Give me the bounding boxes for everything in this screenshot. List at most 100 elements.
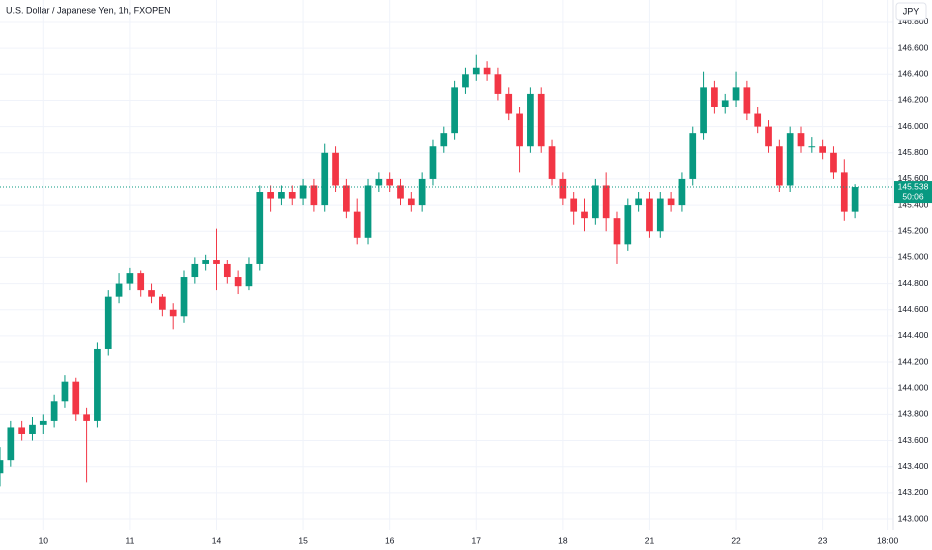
candle-body [667, 198, 675, 206]
candle-body [527, 93, 534, 147]
candle-body [483, 67, 491, 75]
x-tick-label: 18 [558, 535, 568, 545]
candle-body [310, 185, 318, 206]
candle-body [148, 290, 155, 297]
currency-label[interactable]: JPY [903, 6, 920, 16]
candle-body [72, 381, 80, 415]
grid [0, 0, 893, 530]
candle-body [29, 424, 36, 434]
candle-body [321, 152, 329, 206]
candle-body [94, 348, 101, 421]
candle-body [591, 185, 599, 219]
candle-body [202, 260, 210, 264]
y-tick-label: 144.800 [898, 278, 929, 288]
candle-body [288, 192, 296, 199]
candle-body [840, 172, 848, 212]
candle-body [159, 296, 166, 310]
currency-button[interactable] [895, 2, 927, 21]
candle-body [256, 192, 264, 264]
x-tick-label: 23 [818, 535, 828, 545]
last-price-label: 145.538 [898, 181, 929, 191]
candle-body [0, 460, 4, 474]
x-tick-label: 21 [645, 535, 655, 545]
candle-body [689, 133, 697, 179]
candle-body [711, 87, 718, 107]
candle-body [516, 113, 523, 147]
candle-body [267, 192, 274, 199]
candle-body [61, 381, 69, 402]
y-tick-label: 146.600 [898, 42, 929, 52]
candle-body [299, 185, 307, 199]
chart-title: U.S. Dollar / Japanese Yen, 1h, FXOPEN [6, 5, 171, 15]
candles [0, 54, 893, 487]
x-tick-label: 18:00 [877, 535, 899, 545]
candle-body [375, 178, 383, 186]
y-tick-label: 145.000 [898, 252, 929, 262]
candle-body [83, 414, 90, 421]
candle-body [732, 87, 740, 101]
y-tick-label: 146.400 [898, 69, 929, 79]
y-tick-label: 145.400 [898, 199, 929, 209]
candle-body [429, 146, 437, 179]
x-tick-label: 11 [125, 535, 134, 545]
candle-body [472, 67, 480, 75]
y-tick-label: 144.000 [898, 382, 929, 392]
x-tick-label: 22 [731, 535, 741, 545]
candle-body [386, 178, 394, 186]
candle-body [126, 273, 134, 284]
y-tick-label: 143.600 [898, 435, 929, 445]
candle-body [548, 146, 556, 179]
candle-body [775, 146, 783, 186]
candle-body [343, 185, 350, 212]
candle-body [765, 126, 772, 147]
candle-body [537, 93, 545, 147]
candle-body [786, 133, 794, 186]
countdown-label: 50:06 [902, 191, 924, 201]
x-tick-label: 15 [298, 535, 308, 545]
candle-body [245, 263, 253, 287]
y-tick-label: 145.800 [898, 147, 929, 157]
candle-body [7, 427, 15, 461]
last-price-badge [894, 181, 932, 204]
candle-body [808, 146, 816, 148]
candle-body [278, 192, 285, 199]
y-tick-label: 143.200 [898, 487, 929, 497]
candle-body [743, 87, 751, 114]
candle-body [721, 100, 729, 107]
candle-body [418, 178, 426, 206]
y-tick-label: 145.200 [898, 226, 929, 236]
candle-body [581, 211, 588, 219]
y-tick-label: 143.800 [898, 409, 929, 419]
candle-body [407, 198, 415, 206]
candle-body [353, 211, 361, 238]
candle-body [462, 74, 469, 88]
candle-body [397, 185, 404, 199]
candle-body [505, 93, 513, 114]
candle-body [137, 273, 145, 291]
candle-body [115, 283, 123, 297]
candle-body [440, 133, 448, 147]
candle-body [180, 277, 188, 317]
candle-body [570, 198, 578, 212]
candle-body [559, 178, 567, 199]
y-tick-label: 146.000 [898, 121, 929, 131]
y-tick-label: 146.200 [898, 95, 929, 105]
candle-body [819, 146, 826, 153]
y-tick-label: 144.200 [898, 356, 929, 366]
candle-body [50, 401, 58, 421]
y-tick-label: 145.600 [898, 173, 929, 183]
candle-body [104, 296, 112, 349]
candle-body [851, 187, 859, 212]
candle-body [169, 309, 177, 317]
candle-body [191, 263, 199, 278]
candle-body [656, 198, 664, 232]
candle-body [494, 74, 502, 94]
y-tick-label: 143.400 [898, 461, 929, 471]
x-tick-label: 10 [39, 535, 49, 545]
axes: 143.000 143.200 143.400 143.600 143.800 144.0… [39, 16, 932, 545]
y-tick-label: 143.000 [898, 513, 929, 523]
candle-body [797, 133, 805, 147]
candle-body [624, 205, 632, 245]
